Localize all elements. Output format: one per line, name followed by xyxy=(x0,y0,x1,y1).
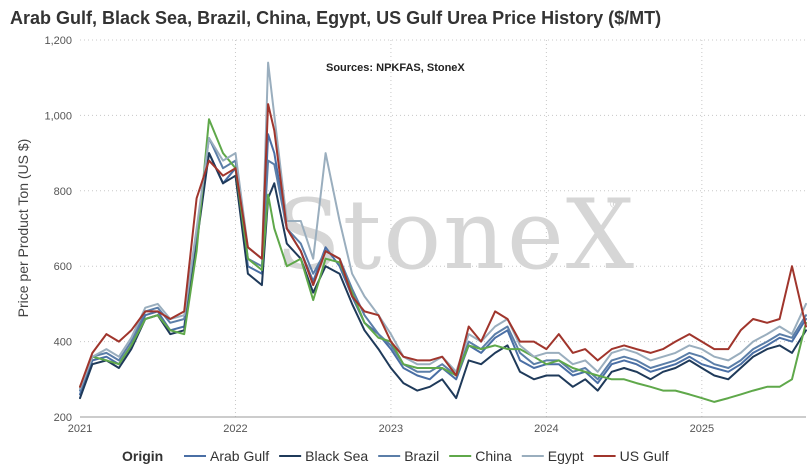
legend-label-brazil: Brazil xyxy=(404,448,439,464)
y-tick-label-600: 600 xyxy=(54,261,72,273)
y-tick-label-200: 200 xyxy=(54,412,72,424)
y-tick-label-1000: 1,000 xyxy=(44,110,72,122)
watermark-text: StoneX xyxy=(275,179,636,291)
legend: Origin Arab Gulf Black Sea Brazil China Egyp… xyxy=(122,448,669,464)
chart-subtitle: Sources: NPKFAS, StoneX xyxy=(326,62,465,74)
legend-label-egypt: Egypt xyxy=(548,448,584,464)
gridlines xyxy=(80,39,806,417)
x-tick-label-2025: 2025 xyxy=(690,423,714,435)
y-tick-label-800: 800 xyxy=(54,186,72,198)
legend-label-us-gulf: US Gulf xyxy=(620,448,669,464)
y-tick-labels: 200 400 600 800 1,000 1,200 xyxy=(44,35,72,424)
x-tick-label-2021: 2021 xyxy=(68,423,92,435)
x-tick-label-2022: 2022 xyxy=(223,423,247,435)
x-tick-labels: 2021 2022 2023 2024 2025 xyxy=(68,423,714,435)
y-tick-label-1200: 1,200 xyxy=(44,35,72,47)
series-layer xyxy=(79,61,807,403)
series-line-black-sea xyxy=(79,152,807,400)
y-tick-label-400: 400 xyxy=(54,337,72,349)
x-tick-label-2024: 2024 xyxy=(534,423,558,435)
x-tick-label-2023: 2023 xyxy=(379,423,403,435)
legend-label-black-sea: Black Sea xyxy=(305,448,368,464)
series-line-egypt xyxy=(79,61,807,390)
y-axis-label: Price per Product Ton (US $) xyxy=(15,139,31,318)
watermark-registered-mark: ® xyxy=(608,196,622,212)
legend-label-china: China xyxy=(475,448,512,464)
legend-label-arab-gulf: Arab Gulf xyxy=(210,448,269,464)
legend-title: Origin xyxy=(122,448,163,464)
series-line-us-gulf xyxy=(79,103,807,388)
chart-title: Arab Gulf, Black Sea, Brazil, China, Egy… xyxy=(10,8,661,28)
